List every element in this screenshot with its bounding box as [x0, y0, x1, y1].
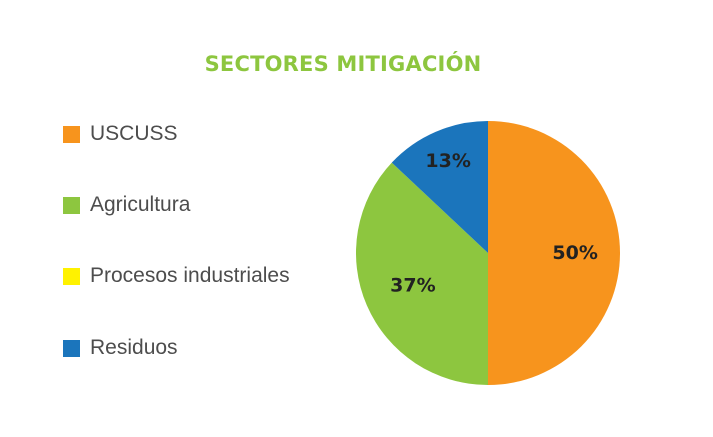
pie-slice-agricultura [356, 162, 488, 385]
legend-swatch-residuos [63, 339, 80, 357]
legend-label-uscuss: USCUSS [90, 122, 178, 145]
chart-title: SECTORES MITIGACIÓN [204, 52, 482, 76]
legend-item-procesos-industriales: Procesos industriales [63, 260, 290, 292]
pie-label-uscuss: 50% [552, 242, 597, 264]
pie-label-residuos: 13% [425, 150, 470, 172]
pie-slice-uscuss [488, 121, 620, 385]
legend-label-agricultura: Agricultura [90, 193, 191, 216]
legend-item-uscuss: USCUSS [63, 118, 178, 150]
pie-label-agricultura: 37% [390, 275, 435, 297]
legend-label-residuos: Residuos [90, 336, 178, 359]
legend-swatch-agricultura [63, 196, 80, 214]
legend-swatch-uscuss [63, 125, 80, 143]
legend-item-residuos: Residuos [63, 332, 178, 364]
legend-label-procesos-industriales: Procesos industriales [90, 264, 290, 287]
legend-swatch-procesos-industriales [63, 267, 80, 285]
legend-item-agricultura: Agricultura [63, 189, 190, 221]
pie-slice-residuos [391, 121, 488, 253]
